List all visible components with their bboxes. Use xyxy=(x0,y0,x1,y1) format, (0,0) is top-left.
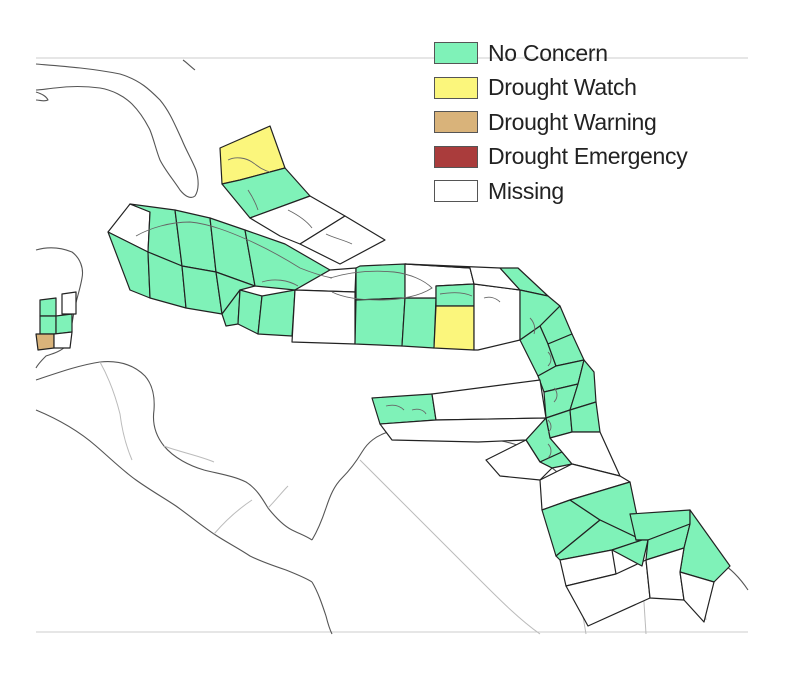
martinique-island xyxy=(553,387,558,403)
aruba-island xyxy=(385,404,405,411)
st-lucia-island xyxy=(547,419,552,433)
zone-haiti-south[interactable] xyxy=(291,289,356,345)
zone-atlantic-strip[interactable] xyxy=(404,263,521,291)
zone-belize-north[interactable] xyxy=(39,297,57,317)
legend-swatch xyxy=(434,111,478,134)
legend: No Concern Drought Watch Drought Warning Dr… xyxy=(434,36,734,209)
gulf-coast xyxy=(35,91,49,102)
zone-bahamas-central[interactable] xyxy=(221,167,311,219)
zone-aruba-curacao[interactable] xyxy=(371,393,437,425)
legend-swatch xyxy=(434,76,478,99)
legend-item-drought-warning: Drought Warning xyxy=(434,105,734,140)
legend-item-missing: Missing xyxy=(434,174,734,209)
island-outlines xyxy=(135,157,558,459)
zone-martinique-east[interactable] xyxy=(569,359,597,411)
zone-belize-cays[interactable] xyxy=(55,313,73,335)
costa-rica-border xyxy=(267,485,289,509)
zone-belize-offshore[interactable] xyxy=(61,291,77,315)
zone-dr-southwest[interactable] xyxy=(354,297,406,347)
zone-guiana-south[interactable] xyxy=(679,571,715,623)
jamaica-island xyxy=(261,279,299,287)
legend-label: Drought Emergency xyxy=(488,143,688,170)
cuba-island xyxy=(135,221,333,279)
zone-dr-north[interactable] xyxy=(355,263,406,301)
hispaniola-island xyxy=(329,270,433,301)
central-america-pacific-coast xyxy=(35,409,313,583)
south-america-north-coast xyxy=(311,430,545,541)
zone-belize-south[interactable] xyxy=(35,333,55,351)
acklins-island xyxy=(325,233,353,245)
georgia-coast xyxy=(182,59,196,71)
legend-item-no-concern: No Concern xyxy=(434,36,734,71)
antigua-island xyxy=(529,317,536,335)
legend-label: Missing xyxy=(488,177,564,204)
grenada-island xyxy=(547,443,552,459)
florida-coast xyxy=(35,63,199,198)
honduras-border xyxy=(163,445,215,463)
zone-pr-south[interactable] xyxy=(433,305,475,351)
legend-label: Drought Watch xyxy=(488,74,637,101)
legend-item-drought-watch: Drought Watch xyxy=(434,71,734,106)
zone-jamaica-east[interactable] xyxy=(257,289,296,337)
zone-pr-east[interactable] xyxy=(473,283,521,351)
zone-venezuela-coast-west[interactable] xyxy=(431,379,547,421)
zone-suriname-west[interactable] xyxy=(611,539,649,567)
nicaragua-border xyxy=(213,499,253,535)
legend-label: No Concern xyxy=(488,39,608,66)
virgin-islands xyxy=(483,296,501,303)
colombia-venezuela-border xyxy=(359,459,541,635)
zone-belize-central[interactable] xyxy=(39,315,57,335)
legend-swatch xyxy=(434,145,478,168)
legend-item-drought-emergency: Drought Emergency xyxy=(434,140,734,175)
colombia-pacific-coast xyxy=(311,581,333,635)
zone-pr-northwest[interactable] xyxy=(435,283,475,307)
central-america-north-coast xyxy=(35,361,313,541)
andros-island xyxy=(247,189,259,211)
guatemala-border xyxy=(99,361,133,461)
guadeloupe-island xyxy=(547,351,552,367)
exuma-cays xyxy=(287,209,313,229)
legend-swatch xyxy=(434,180,478,203)
legend-label: Drought Warning xyxy=(488,108,657,135)
curacao-island xyxy=(411,408,427,415)
legend-swatch xyxy=(434,42,478,65)
drought-zones xyxy=(35,125,731,627)
puerto-rico-island xyxy=(439,292,473,297)
abaco-island xyxy=(227,157,271,173)
zone-belize-south-offshore[interactable] xyxy=(53,331,73,349)
zone-dr-southeast[interactable] xyxy=(401,297,437,349)
